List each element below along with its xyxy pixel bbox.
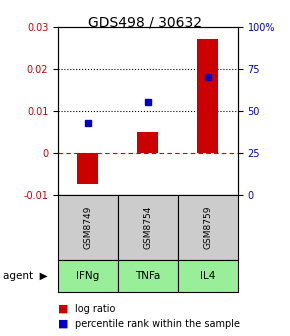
Bar [197,40,218,153]
Text: TNFa: TNFa [135,271,161,281]
Text: ■: ■ [58,304,68,314]
Text: IFNg: IFNg [76,271,99,281]
Text: ■: ■ [58,319,68,329]
Text: GSM8749: GSM8749 [84,206,93,249]
Text: percentile rank within the sample: percentile rank within the sample [75,319,240,329]
Text: log ratio: log ratio [75,304,116,314]
Text: agent  ▶: agent ▶ [3,271,48,281]
Bar [77,153,98,184]
Text: GSM8759: GSM8759 [203,206,212,249]
Text: GDS498 / 30632: GDS498 / 30632 [88,15,202,29]
Text: GSM8754: GSM8754 [143,206,153,249]
Bar [137,132,158,153]
Text: IL4: IL4 [200,271,215,281]
